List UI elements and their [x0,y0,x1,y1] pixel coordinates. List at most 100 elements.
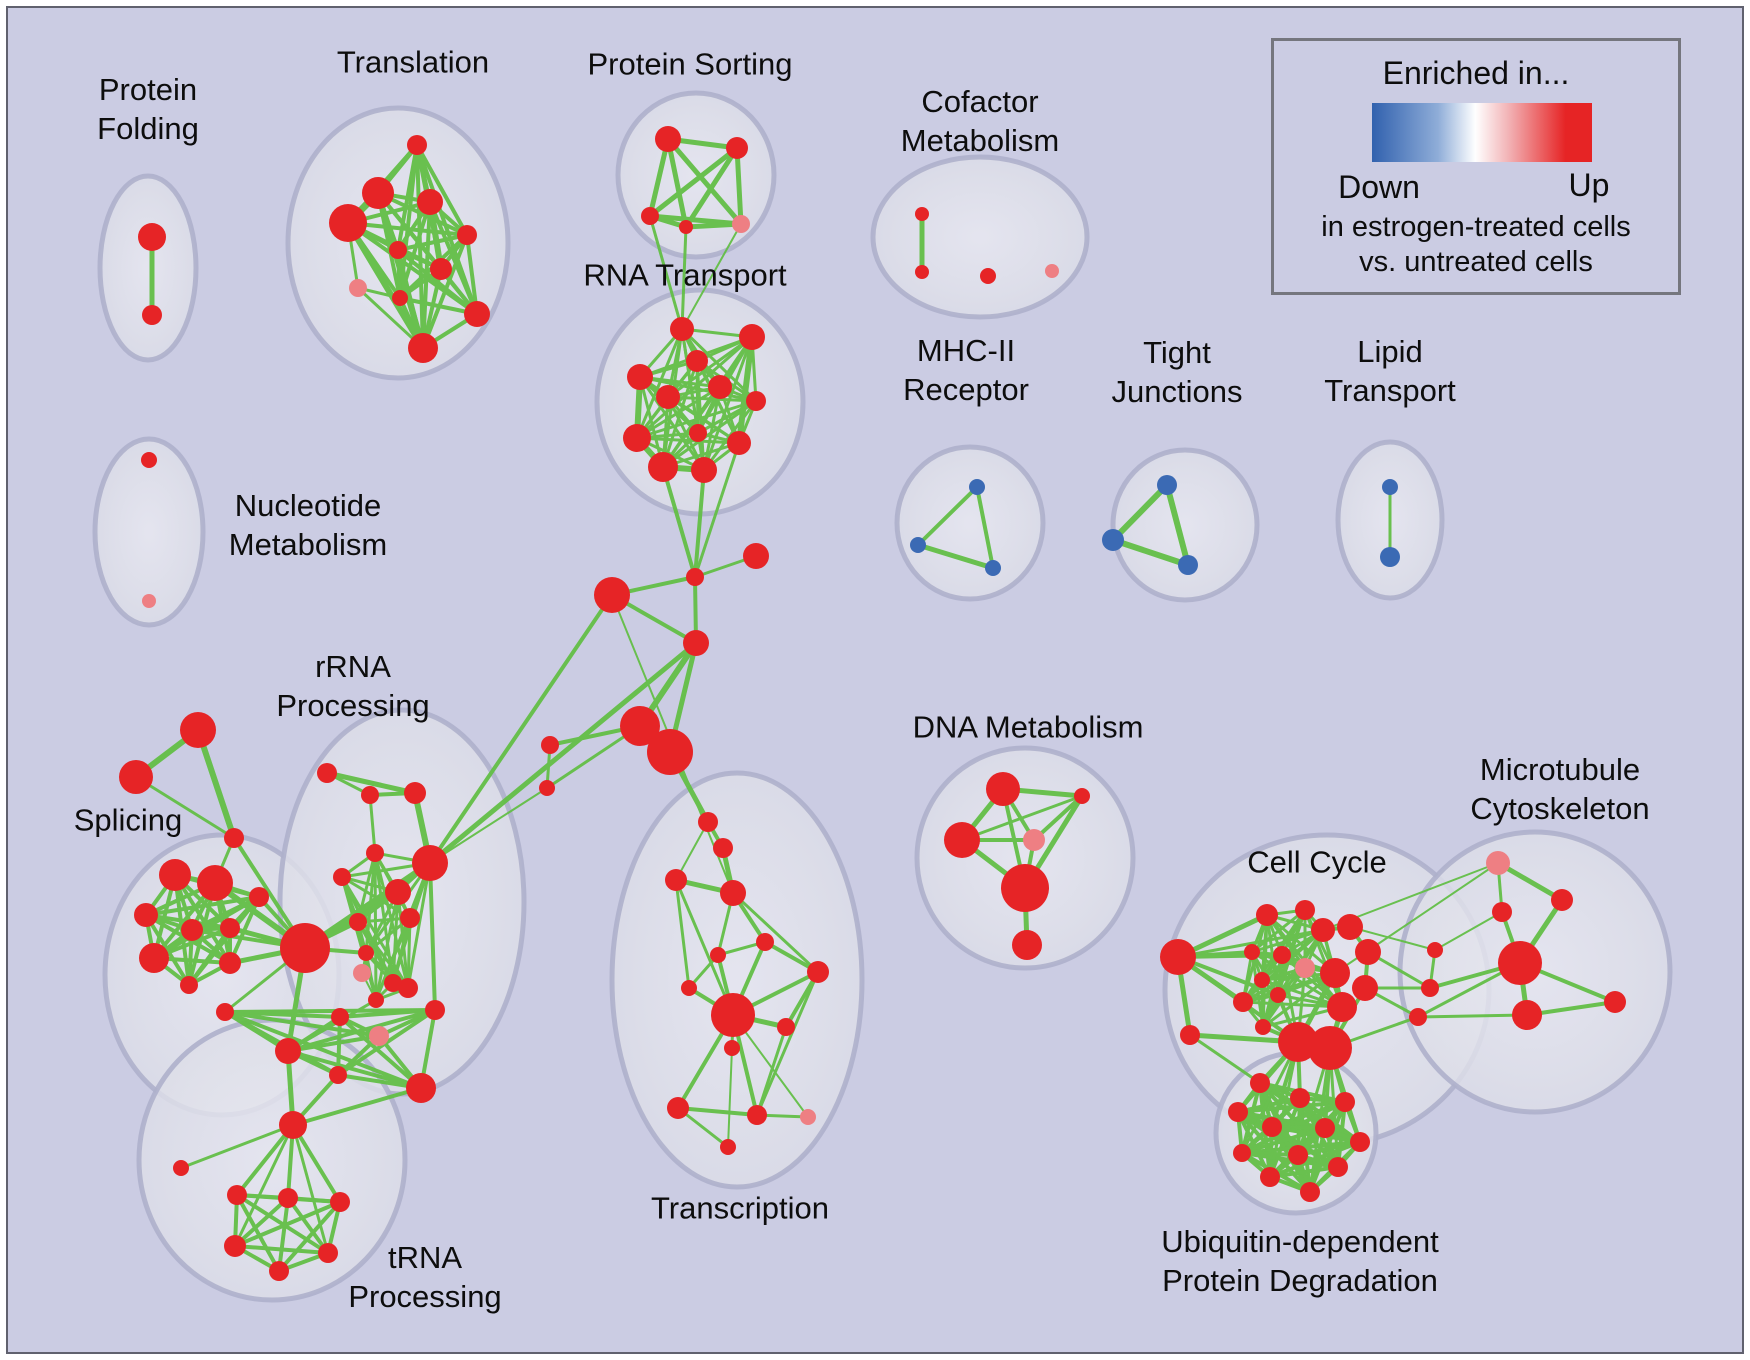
edge [1176,928,1325,959]
cluster-label-protein-sorting: Protein Sorting [587,45,792,84]
edge [338,1015,423,1090]
label-line: Processing [348,1279,502,1314]
label-line: Tight [1143,335,1211,370]
edge [134,775,236,840]
edge [648,214,684,331]
gene-set-node [1244,944,1260,960]
gene-set-node [541,736,559,754]
gene-set-node [219,952,241,974]
gene-set-node [398,978,418,998]
edge [674,878,691,990]
edge [1268,1165,1340,1179]
edge [693,441,741,579]
gene-set-node [689,424,707,442]
gene-set-node [980,268,996,284]
edge [1268,1040,1300,1179]
gene-set-node [915,265,929,279]
edge [345,220,426,351]
legend-subtitle-line2: vs. untreated cells [1359,246,1593,278]
gene-set-node [1308,1026,1352,1070]
label-line: Processing [276,688,430,723]
gene-set-node [329,1066,347,1084]
edge [286,1049,423,1090]
cluster-ellipse-mhc-ii-receptor [894,444,1046,602]
gene-set-node [280,923,330,973]
edge [398,296,479,316]
label-line: Cell Cycle [1247,844,1387,880]
gene-set-node [1498,941,1542,985]
label-line: Cofactor [921,84,1039,119]
gene-set-node [1023,829,1045,851]
label-line: Transcription [650,1190,830,1226]
edge [680,225,688,331]
gene-set-node [1295,958,1315,978]
edge [647,145,740,219]
edge [683,221,744,230]
gene-set-node [720,880,746,906]
edge [173,873,232,965]
edge [291,1123,342,1204]
gene-set-node [724,1040,740,1056]
gene-set-node [800,1109,816,1125]
gene-set-node [1327,992,1357,1022]
edge [152,895,261,960]
gene-set-node [1427,942,1443,958]
gene-set-node [1178,555,1198,575]
edge [635,385,722,440]
label-line: Splicing [73,802,183,838]
gene-set-node [1604,991,1626,1013]
gene-set-node [1337,914,1363,940]
edge [635,327,684,440]
gene-set-node [141,452,157,468]
gene-set-node [1320,958,1350,988]
label-line: Lipid [1357,334,1423,369]
edge [286,998,378,1053]
gene-set-node [1295,900,1315,920]
gene-set-node [727,431,751,455]
gene-set-node [670,317,694,341]
edge [428,593,614,865]
cluster-label-dna-metabolism: DNA Metabolism [913,708,1144,747]
gene-set-node [910,537,926,553]
edge [336,1015,342,1077]
gene-set-node [1335,1092,1355,1112]
gene-set-node [681,980,697,996]
edge [727,1047,733,1148]
gene-set-node [318,1243,338,1263]
edge [364,951,378,1002]
edge [233,1200,342,1248]
gene-set-node [385,879,411,905]
cluster-label-nucleotide-metabolism: Nucleotide Metabolism [229,486,388,564]
edge [415,143,469,237]
label-line: Ubiquitin-dependent [1161,1224,1439,1259]
gene-set-node [739,324,765,350]
legend-box: Enriched in... Down Up in estrogen-treat… [1271,38,1681,295]
gene-set-node [142,305,162,325]
edge [960,794,1084,842]
node-layer [119,126,1626,1281]
gene-set-node [1355,939,1381,965]
gene-set-node [1012,930,1042,960]
gene-set-node [181,919,203,941]
edge [755,970,820,1117]
edge [755,1025,788,1117]
edge [665,136,744,227]
edge [302,860,433,951]
gene-set-node [648,452,678,482]
gene-set-node [404,782,426,804]
gene-set-node [686,350,708,372]
gene-set-node [1254,972,1270,988]
gene-set-node [180,712,216,748]
gene-set-node [142,594,156,608]
legend-title: Enriched in... [1382,55,1570,91]
cluster-label-mhc-ii-receptor: MHC-II Receptor [903,331,1029,409]
gene-set-node [227,1185,247,1205]
edge [1110,482,1170,543]
gene-set-node [1262,1117,1282,1137]
gene-set-node [353,964,371,982]
gene-set-node [986,772,1020,806]
cluster-ellipse-nucleotide-metabolism [92,436,206,628]
gene-set-node [224,1235,246,1257]
gene-set-node [726,137,748,159]
gene-set-node [708,375,732,399]
